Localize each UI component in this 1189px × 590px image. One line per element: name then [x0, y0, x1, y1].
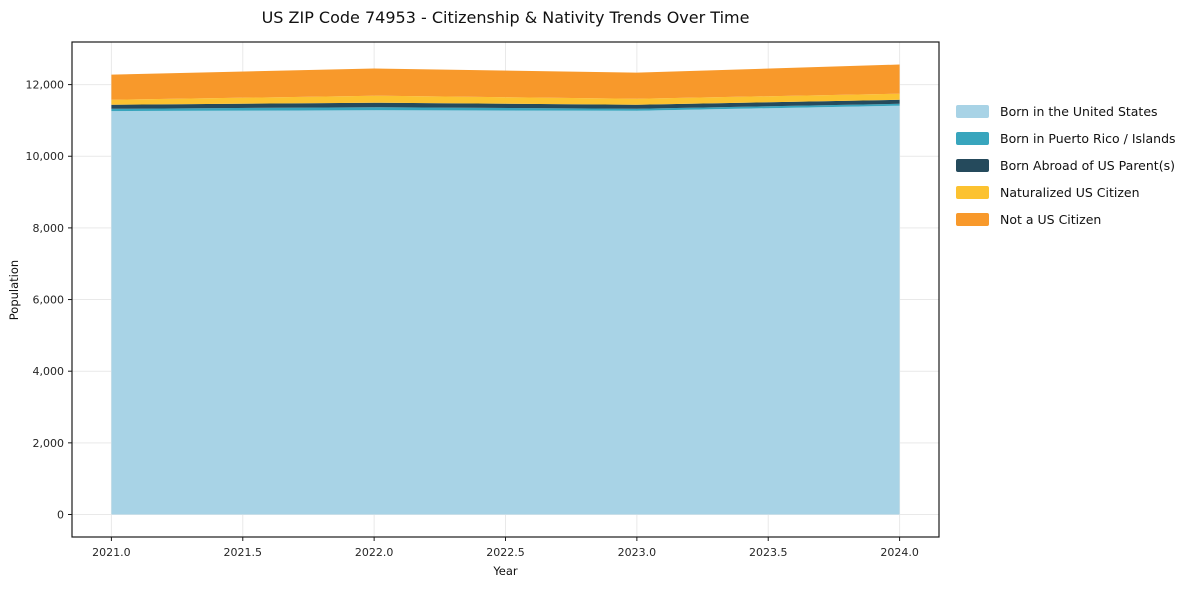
legend-item-label: Born Abroad of US Parent(s)	[1000, 158, 1175, 173]
legend-item: Born in Puerto Rico / Islands	[956, 125, 1176, 152]
area-band-naturalized-us-citizen	[111, 93, 900, 105]
x-tick-label: 2022.0	[355, 546, 394, 559]
y-tick-label: 8,000	[33, 222, 65, 235]
legend-item-label: Born in the United States	[1000, 104, 1158, 119]
legend-item-label: Not a US Citizen	[1000, 212, 1102, 227]
y-axis-label: Population	[7, 259, 21, 321]
legend-item-label: Born in Puerto Rico / Islands	[1000, 131, 1176, 146]
legend-color-swatch	[956, 159, 989, 172]
x-tick-label: 2022.5	[486, 546, 525, 559]
legend-color-swatch	[956, 186, 989, 199]
legend-color-swatch	[956, 132, 989, 145]
y-tick-label: 10,000	[26, 150, 65, 163]
y-tick-label: 4,000	[33, 365, 65, 378]
legend-color-swatch	[956, 213, 989, 226]
y-tick-label: 12,000	[26, 79, 65, 92]
area-band-not-a-us-citizen	[111, 64, 900, 100]
y-tick-label: 6,000	[33, 294, 65, 307]
area-band-born-in-the-united-states	[111, 105, 900, 515]
x-tick-label: 2021.5	[224, 546, 263, 559]
legend-item: Born Abroad of US Parent(s)	[956, 152, 1176, 179]
y-tick-label: 0	[57, 509, 64, 522]
x-tick-label: 2021.0	[92, 546, 131, 559]
chart-title: US ZIP Code 74953 - Citizenship & Nativi…	[261, 8, 750, 27]
x-tick-label: 2024.0	[880, 546, 919, 559]
x-tick-label: 2023.5	[749, 546, 788, 559]
legend-item: Born in the United States	[956, 98, 1176, 125]
x-tick-label: 2023.0	[618, 546, 657, 559]
y-tick-label: 2,000	[33, 437, 65, 450]
legend-color-swatch	[956, 105, 989, 118]
legend: Born in the United States Born in Puerto…	[956, 98, 1176, 233]
legend-item-label: Naturalized US Citizen	[1000, 185, 1140, 200]
x-axis-label: Year	[493, 564, 518, 578]
legend-item: Naturalized US Citizen	[956, 179, 1176, 206]
area-band-born-in-puerto-rico-islands	[111, 103, 900, 112]
area-band-born-abroad-of-us-parent-s	[111, 99, 900, 109]
stacked-areas	[111, 64, 900, 515]
axis-ticks: 2021.0 2021.5 2022.0 2022.5 2023.0 2023.5 2024…	[26, 79, 919, 559]
legend-item: Not a US Citizen	[956, 206, 1176, 233]
